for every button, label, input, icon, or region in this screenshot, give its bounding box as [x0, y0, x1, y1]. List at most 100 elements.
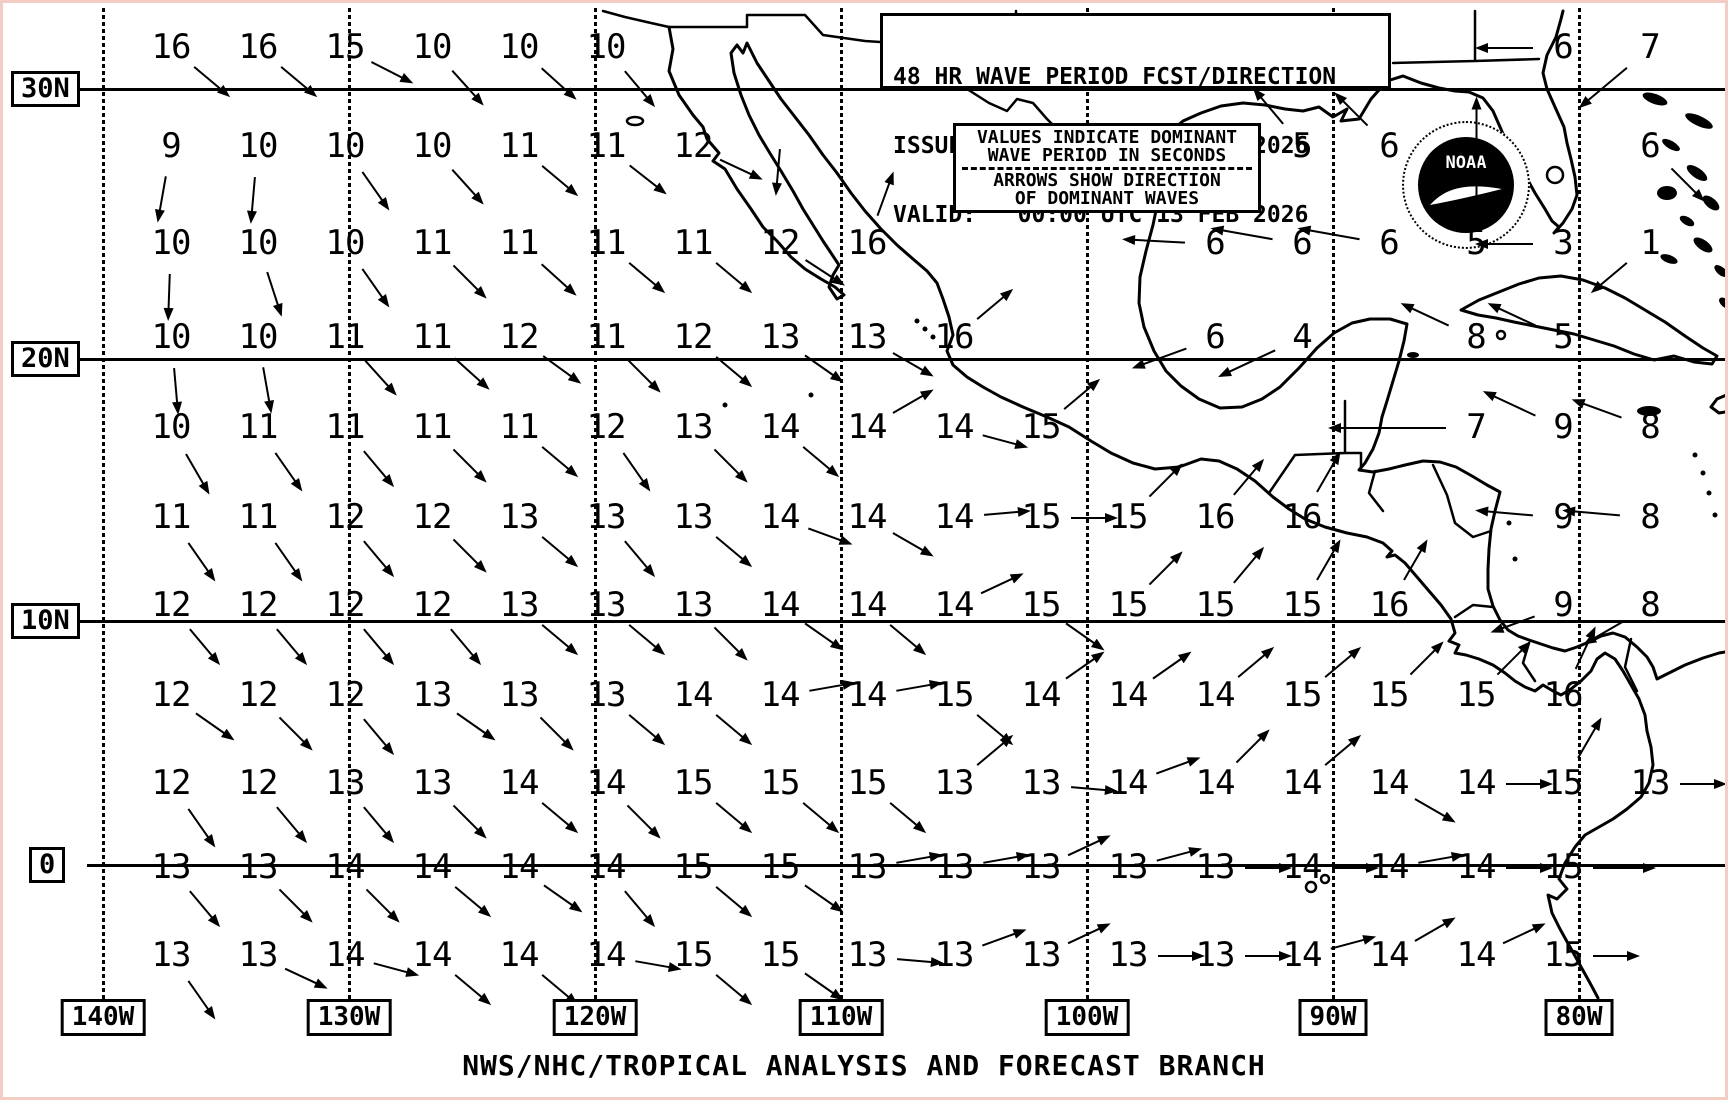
- wave-period-value: 14: [1456, 763, 1497, 803]
- meridian-line-100W: [1086, 8, 1089, 999]
- wave-period-value: 13: [1021, 847, 1062, 887]
- wave-period-value: 14: [499, 935, 540, 975]
- wave-direction-arrow: [1490, 303, 1537, 327]
- wave-period-value: 14: [760, 497, 801, 537]
- wave-period-value: 12: [238, 675, 279, 715]
- wave-period-value: 16: [1195, 497, 1236, 537]
- wave-period-value: 15: [1021, 407, 1062, 447]
- wave-direction-arrow: [803, 622, 842, 650]
- wave-period-value: 12: [586, 407, 627, 447]
- wave-direction-arrow: [802, 446, 838, 477]
- wave-direction-arrow: [713, 626, 747, 660]
- wave-direction-arrow: [189, 890, 220, 926]
- wave-direction-arrow: [976, 289, 1012, 320]
- wave-period-value: 13: [1195, 935, 1236, 975]
- wave-period-value: 13: [412, 675, 453, 715]
- wave-direction-arrow: [809, 682, 854, 692]
- wave-direction-arrow: [539, 716, 573, 750]
- wave-period-value: 12: [760, 223, 801, 263]
- wave-period-value: 15: [847, 763, 888, 803]
- wave-period-value: 15: [760, 763, 801, 803]
- wave-period-value: 13: [847, 847, 888, 887]
- wave-direction-arrow: [194, 712, 233, 740]
- wave-direction-arrow: [715, 262, 751, 293]
- meridian-line-110W: [840, 8, 843, 999]
- wave-direction-arrow: [361, 170, 389, 209]
- wave-direction-arrow: [452, 804, 486, 838]
- wave-period-value: 16: [151, 27, 192, 67]
- meridian-line-80W: [1578, 8, 1581, 999]
- latitude-label-20N: 20N: [11, 341, 80, 377]
- title-box: 48 HR WAVE PERIOD FCST/DIRECTION ISSUED:…: [880, 13, 1391, 227]
- wave-direction-arrow: [1151, 652, 1190, 680]
- wave-period-value: 14: [499, 847, 540, 887]
- wave-period-value: 16: [238, 27, 279, 67]
- wave-period-value: 16: [1369, 585, 1410, 625]
- wave-period-value: 14: [1021, 675, 1062, 715]
- wave-period-value: 6: [1640, 126, 1661, 166]
- wave-period-value: 12: [412, 497, 453, 537]
- wave-direction-arrow: [1233, 548, 1264, 584]
- wave-period-value: 16: [1543, 675, 1584, 715]
- wave-direction-arrow: [540, 263, 575, 295]
- wave-period-value: 14: [586, 935, 627, 975]
- wave-direction-arrow: [365, 888, 399, 922]
- wave-period-value: 12: [673, 317, 714, 357]
- wave-period-value: 11: [412, 223, 453, 263]
- wave-period-value: 14: [412, 935, 453, 975]
- wave-direction-arrow: [629, 164, 665, 194]
- wave-period-value: 11: [151, 497, 192, 537]
- wave-direction-arrow: [1493, 615, 1536, 633]
- wave-period-value: 14: [760, 585, 801, 625]
- wave-direction-arrow: [624, 540, 655, 576]
- wave-direction-arrow: [1233, 460, 1264, 496]
- wave-direction-arrow: [187, 807, 215, 846]
- wave-period-value: 11: [586, 317, 627, 357]
- wave-direction-arrow: [452, 448, 486, 482]
- wave-direction-arrow: [1316, 541, 1340, 581]
- wave-direction-arrow: [802, 802, 838, 833]
- wave-direction-arrow: [1237, 647, 1273, 678]
- wave-period-value: 8: [1640, 407, 1661, 447]
- wave-period-value: 13: [1021, 763, 1062, 803]
- longitude-label-120W: 120W: [552, 999, 638, 1036]
- wave-direction-arrow: [1156, 847, 1200, 862]
- wave-direction-arrow: [628, 624, 664, 655]
- wave-period-value: 15: [1021, 585, 1062, 625]
- wave-period-value: 13: [325, 763, 366, 803]
- wave-direction-arrow: [803, 354, 842, 382]
- wave-period-value: 7: [1466, 407, 1487, 447]
- wave-period-value: 14: [934, 497, 975, 537]
- wave-direction-arrow: [193, 66, 229, 97]
- wave-direction-arrow: [187, 979, 215, 1018]
- wave-direction-arrow: [453, 357, 488, 389]
- wave-direction-arrow: [628, 714, 664, 745]
- wave-period-value: 16: [847, 223, 888, 263]
- longitude-label-140W: 140W: [60, 999, 146, 1036]
- wave-period-value: 16: [1282, 497, 1323, 537]
- wave-period-value: 11: [673, 223, 714, 263]
- wave-direction-arrow: [982, 434, 1026, 449]
- wave-direction-arrow: [1158, 950, 1205, 961]
- noaa-logo: NOAA: [1402, 121, 1530, 249]
- wave-direction-arrow: [1134, 347, 1188, 369]
- wave-direction-arrow: [803, 884, 842, 912]
- wave-period-value: 12: [325, 585, 366, 625]
- chart-title: 48 HR WAVE PERIOD FCST/DIRECTION: [893, 64, 1337, 90]
- wave-period-value: 10: [151, 407, 192, 447]
- longitude-label-90W: 90W: [1298, 999, 1368, 1036]
- wave-period-value: 15: [1282, 585, 1323, 625]
- wave-period-value: 15: [1021, 497, 1062, 537]
- wave-period-value: 14: [1456, 935, 1497, 975]
- galapagos-island: [1304, 880, 1318, 894]
- legend-line: VALUES INDICATE DOMINANT: [976, 127, 1238, 148]
- wave-period-value: 15: [1369, 675, 1410, 715]
- wave-direction-arrow: [274, 451, 302, 490]
- wave-period-value: 14: [412, 847, 453, 887]
- wave-direction-arrow: [774, 148, 781, 193]
- wave-period-value: 6: [1205, 317, 1226, 357]
- wave-direction-arrow: [454, 974, 490, 1005]
- wave-direction-arrow: [167, 273, 171, 318]
- wave-direction-arrow: [715, 974, 751, 1005]
- wave-period-value: 9: [1553, 585, 1574, 625]
